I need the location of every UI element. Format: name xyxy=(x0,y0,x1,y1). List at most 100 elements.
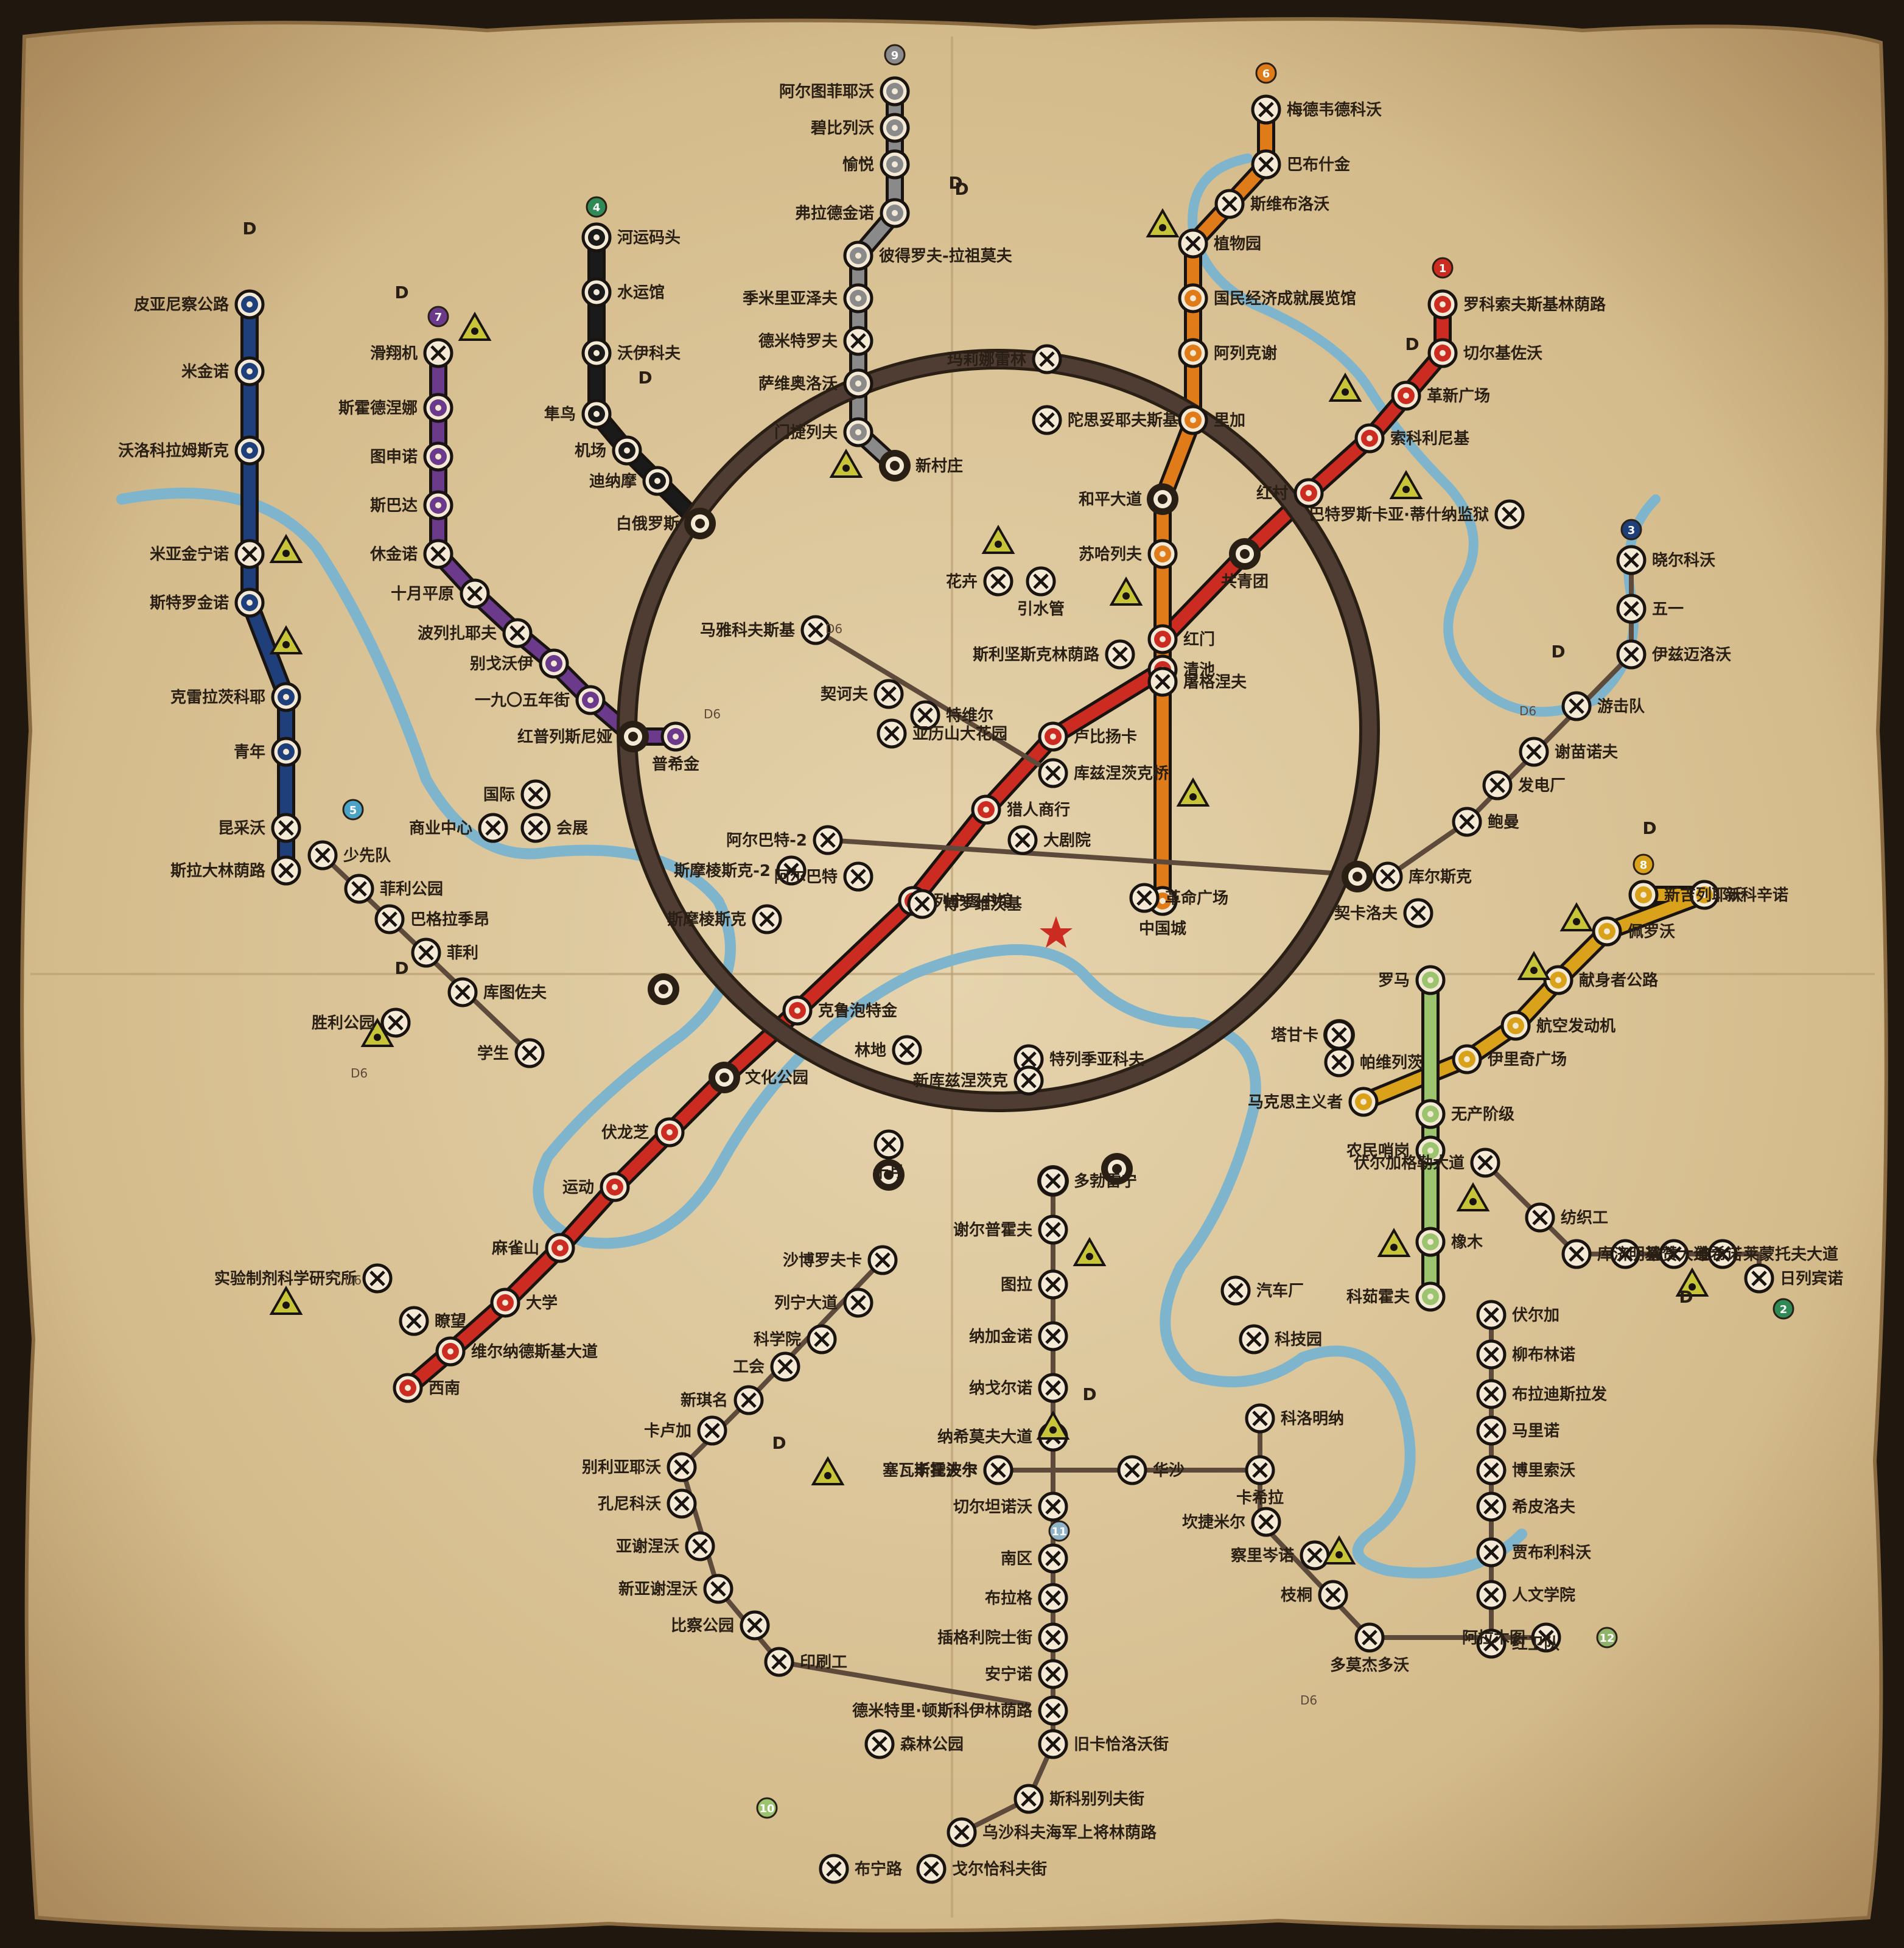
station[interactable] xyxy=(581,277,612,307)
station[interactable] xyxy=(1616,545,1647,575)
station[interactable] xyxy=(600,1172,630,1202)
station[interactable] xyxy=(545,1233,575,1263)
station[interactable] xyxy=(877,718,907,749)
station[interactable] xyxy=(782,995,813,1026)
station[interactable] xyxy=(1324,1020,1354,1050)
station[interactable] xyxy=(697,1415,727,1446)
station[interactable] xyxy=(1500,1011,1531,1041)
station[interactable] xyxy=(1403,898,1433,928)
station[interactable] xyxy=(1476,1415,1507,1446)
station[interactable] xyxy=(1038,1214,1068,1245)
station[interactable] xyxy=(234,356,265,387)
station[interactable] xyxy=(813,825,843,855)
station[interactable] xyxy=(1038,758,1068,788)
station[interactable] xyxy=(1117,1455,1147,1485)
station[interactable] xyxy=(1239,1324,1269,1354)
station[interactable] xyxy=(581,338,612,368)
station[interactable] xyxy=(1415,1135,1446,1166)
station[interactable] xyxy=(1476,1580,1507,1610)
station[interactable] xyxy=(1561,1239,1592,1269)
station[interactable] xyxy=(271,855,301,886)
station[interactable] xyxy=(1348,1087,1379,1117)
station[interactable] xyxy=(1470,1147,1500,1178)
ring-station[interactable] xyxy=(873,1159,905,1191)
station[interactable] xyxy=(1032,405,1062,435)
station[interactable] xyxy=(685,1531,715,1561)
station[interactable] xyxy=(423,393,453,423)
station[interactable] xyxy=(907,889,937,919)
station[interactable] xyxy=(1476,1339,1507,1370)
station[interactable] xyxy=(1013,1065,1044,1096)
station[interactable] xyxy=(234,539,265,569)
station[interactable] xyxy=(307,840,338,871)
station[interactable] xyxy=(1038,1543,1068,1574)
station[interactable] xyxy=(1476,1300,1507,1330)
station[interactable] xyxy=(234,289,265,320)
station[interactable] xyxy=(1616,594,1647,624)
station[interactable] xyxy=(752,904,782,934)
station[interactable] xyxy=(1476,1628,1507,1659)
station[interactable] xyxy=(1147,624,1178,654)
station[interactable] xyxy=(423,490,453,520)
station[interactable] xyxy=(1324,1047,1354,1077)
station[interactable] xyxy=(1178,405,1208,435)
station[interactable] xyxy=(1178,338,1208,368)
station[interactable] xyxy=(1245,1403,1275,1434)
station[interactable] xyxy=(460,578,490,609)
station[interactable] xyxy=(1354,1622,1385,1653)
station[interactable] xyxy=(1147,667,1178,697)
station[interactable] xyxy=(1032,344,1062,374)
station[interactable] xyxy=(362,1263,393,1294)
station[interactable] xyxy=(1038,1659,1068,1689)
station[interactable] xyxy=(1038,1491,1068,1522)
station[interactable] xyxy=(1147,539,1178,569)
station[interactable] xyxy=(1452,807,1482,837)
ring-station[interactable] xyxy=(879,450,911,482)
station[interactable] xyxy=(1610,1239,1640,1269)
station[interactable] xyxy=(733,1385,764,1415)
station[interactable] xyxy=(764,1647,794,1677)
station[interactable] xyxy=(947,1817,977,1848)
station[interactable] xyxy=(1178,228,1208,259)
station[interactable] xyxy=(271,737,301,767)
station[interactable] xyxy=(1592,916,1622,947)
station[interactable] xyxy=(411,937,441,968)
station[interactable] xyxy=(447,977,478,1007)
station[interactable] xyxy=(1494,499,1525,530)
station[interactable] xyxy=(1129,883,1160,913)
ring-station[interactable] xyxy=(1229,538,1261,570)
station[interactable] xyxy=(1476,1455,1507,1485)
station[interactable] xyxy=(867,1245,898,1275)
station[interactable] xyxy=(983,566,1013,597)
station[interactable] xyxy=(1373,861,1403,892)
station[interactable] xyxy=(1245,1455,1275,1485)
station[interactable] xyxy=(880,113,910,143)
ring-station[interactable] xyxy=(1342,861,1373,892)
station[interactable] xyxy=(612,435,642,466)
station[interactable] xyxy=(971,794,1001,825)
station[interactable] xyxy=(843,240,873,271)
station[interactable] xyxy=(843,417,873,447)
station[interactable] xyxy=(1038,721,1068,752)
station[interactable] xyxy=(1251,149,1281,180)
ring-station[interactable] xyxy=(1147,483,1178,515)
station[interactable] xyxy=(514,1038,545,1068)
station[interactable] xyxy=(1038,1729,1068,1759)
station[interactable] xyxy=(478,813,508,843)
station[interactable] xyxy=(864,1729,895,1759)
station[interactable] xyxy=(1744,1263,1774,1294)
station[interactable] xyxy=(843,861,873,892)
station[interactable] xyxy=(490,1288,520,1318)
station[interactable] xyxy=(1427,289,1458,320)
station[interactable] xyxy=(1659,1239,1689,1269)
station[interactable] xyxy=(654,1117,685,1147)
station[interactable] xyxy=(1354,423,1385,454)
station[interactable] xyxy=(1531,1622,1561,1653)
station[interactable] xyxy=(344,874,374,904)
station[interactable] xyxy=(1415,1099,1446,1129)
station[interactable] xyxy=(1251,1507,1281,1537)
station[interactable] xyxy=(667,1488,697,1519)
station[interactable] xyxy=(1013,1784,1044,1814)
station[interactable] xyxy=(1476,1537,1507,1568)
station[interactable] xyxy=(271,682,301,712)
